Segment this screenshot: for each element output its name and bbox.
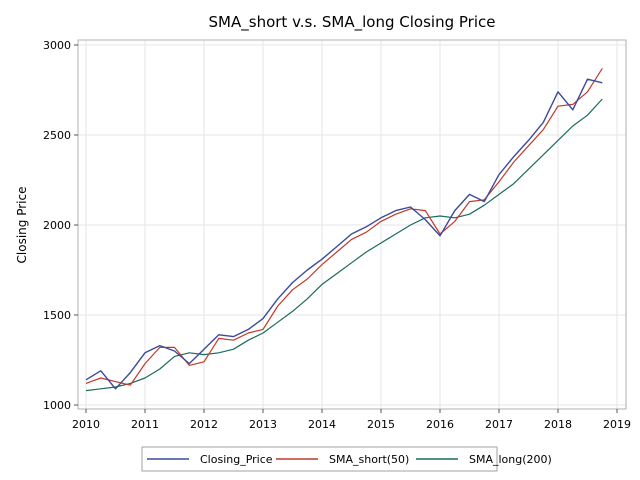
x-tick-label: 2010 xyxy=(72,418,100,431)
y-axis: 1000 1500 2000 2500 3000 xyxy=(43,39,78,412)
y-tick-label: 1500 xyxy=(43,309,71,322)
series-line-sma-long-200 xyxy=(85,98,603,392)
x-tick-label: 2018 xyxy=(544,418,572,431)
x-axis: 2010 2011 2012 2013 2014 2015 2016 2017 2018 2019 xyxy=(72,409,631,431)
x-tick-label: 2012 xyxy=(190,418,218,431)
legend: Closing_Price SMA_short(50) SMA_long(200) xyxy=(141,446,552,472)
series-line-closing-price xyxy=(85,78,603,390)
gridlines xyxy=(78,40,626,409)
x-tick-label: 2015 xyxy=(367,418,395,431)
legend-label: SMA_short(50) xyxy=(329,453,409,466)
legend-label: Closing_Price xyxy=(200,453,273,466)
legend-label: SMA_long(200) xyxy=(469,453,552,466)
x-tick-label: 2011 xyxy=(131,418,159,431)
x-tick-label: 2019 xyxy=(603,418,631,431)
y-tick-label: 2000 xyxy=(43,219,71,232)
series-group xyxy=(85,68,603,392)
x-tick-label: 2017 xyxy=(485,418,513,431)
y-axis-label: Closing Price xyxy=(15,187,29,264)
y-tick-label: 1000 xyxy=(43,399,71,412)
chart-title: SMA_short v.s. SMA_long Closing Price xyxy=(209,13,496,32)
y-tick-label: 2500 xyxy=(43,129,71,142)
x-tick-label: 2014 xyxy=(308,418,336,431)
x-tick-label: 2016 xyxy=(426,418,454,431)
y-tick-label: 3000 xyxy=(43,39,71,52)
x-tick-label: 2013 xyxy=(249,418,277,431)
series-line-sma-short-50 xyxy=(85,68,603,386)
